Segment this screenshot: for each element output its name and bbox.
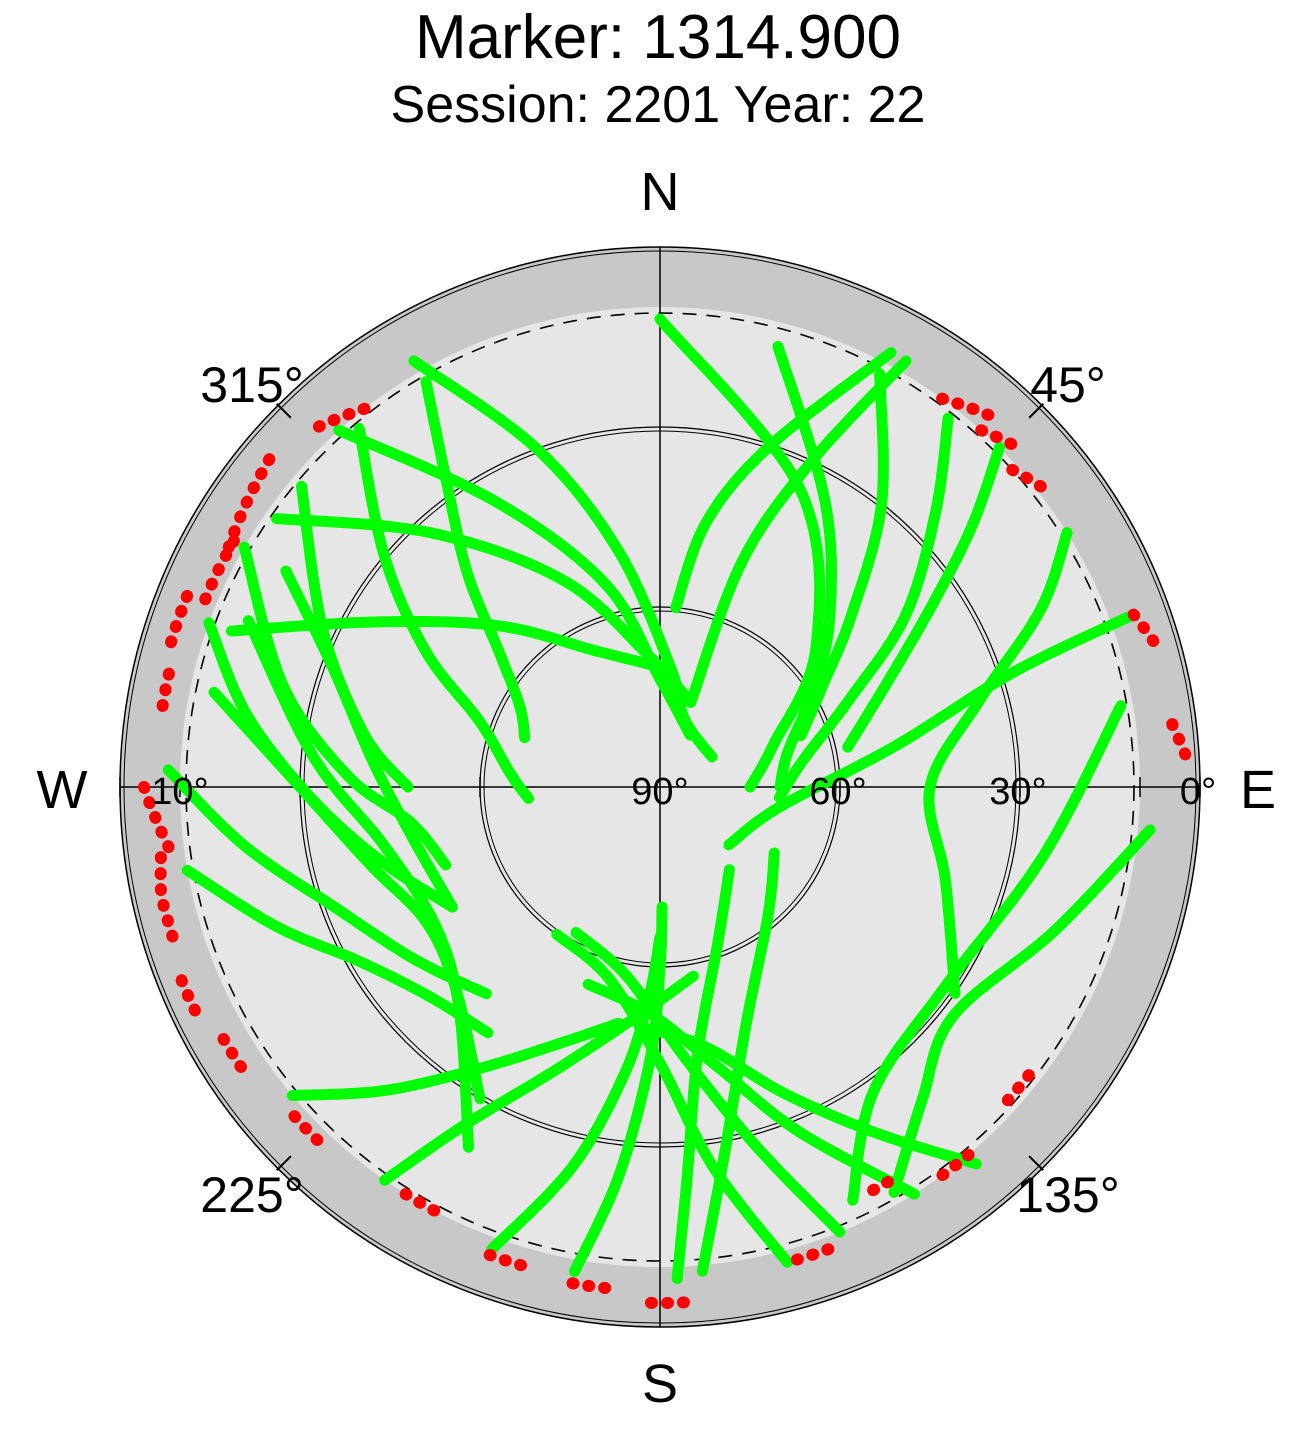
axis-labels: N S W E 45° 135° 225° 315° 0° 10° 30° 60… [37,162,1277,1414]
red-track-14 [288,1110,325,1147]
red-track-9 [156,667,175,715]
red-track-7 [194,535,240,617]
satellite-tracks [138,313,1194,1309]
elevation-label-0: 0° [1180,771,1216,813]
azimuth-tick-315 [276,403,292,419]
tracked-track-3 [774,412,954,803]
azimuth-label-315: 315° [200,357,303,413]
cardinal-label-n: N [641,162,680,222]
chart-subtitle: Session: 2201 Year: 22 [390,76,926,134]
red-track-10 [138,781,179,862]
azimuth-label-45: 45° [1030,357,1106,413]
tracked-track-10 [723,609,1140,851]
red-track-0 [936,392,1000,423]
tracked-track-4 [842,442,1005,753]
tracked-track-29 [379,970,699,1186]
tracked-track-19 [333,424,696,741]
elevation-label-10: 10° [151,771,208,813]
elevation-label-30: 30° [989,771,1046,813]
red-track-15 [399,1188,441,1217]
red-track-21 [936,1148,975,1182]
azimuth-tick-135 [1028,1155,1044,1171]
red-track-16 [483,1249,529,1272]
tracked-track-8 [670,347,897,614]
tracked-track-31 [551,928,793,1268]
tracked-track-0 [654,313,826,793]
red-track-1 [975,424,1020,452]
red-track-4 [1166,718,1194,766]
azimuth-tick-45 [1028,403,1044,419]
cardinal-label-e: E [1240,760,1276,820]
azimuth-tick-225 [276,1155,292,1171]
cardinal-label-w: W [37,760,88,820]
red-track-5 [308,402,371,435]
tracked-track-20 [271,513,697,708]
tracked-track-12 [353,423,534,804]
tracked-track-17 [181,864,494,1039]
tracked-track-28 [696,847,780,1277]
red-track-8 [163,590,194,653]
elevation-label-90: 90° [631,771,688,813]
tracked-track-33 [286,1017,624,1101]
elevation-label-60: 60° [809,771,866,813]
tracked-track-16 [162,764,492,1000]
red-track-20 [853,1175,894,1203]
red-track-17 [566,1277,614,1295]
red-track-3 [1127,608,1162,651]
tracked-track-11 [420,376,531,744]
azimuth-label-135: 135° [1016,1167,1119,1223]
tracked-track-1 [772,341,837,793]
chart-title: Marker: 1314.900 [415,3,901,72]
red-track-2 [1006,463,1049,494]
azimuth-label-225: 225° [200,1167,303,1223]
red-track-11 [154,851,181,951]
tracked-track-23 [242,615,474,1153]
tracked-track-21 [226,616,666,673]
tracked-track-24 [280,565,458,913]
tracked-track-34 [633,1020,982,1170]
tracked-track-5 [923,527,1073,999]
series-tracked [162,313,1156,1285]
tracked-track-30 [570,927,846,1238]
red-track-13 [217,1033,249,1075]
red-track-19 [789,1243,835,1266]
red-track-18 [645,1296,693,1309]
series-below-threshold [138,392,1194,1309]
red-track-22 [1001,1069,1035,1107]
red-track-12 [175,974,203,1020]
tracked-track-7 [685,355,912,708]
tracked-track-14 [238,541,452,871]
tracked-track-2 [795,368,889,742]
cardinal-label-s: S [642,1354,678,1414]
tracked-track-32 [582,978,920,1200]
tracked-track-9 [888,824,1156,1198]
